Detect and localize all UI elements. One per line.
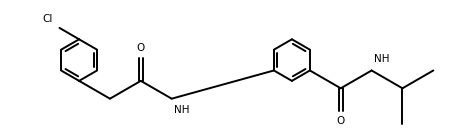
Text: Cl: Cl (42, 14, 53, 24)
Text: NH: NH (374, 54, 389, 64)
Text: O: O (137, 43, 145, 53)
Text: O: O (337, 116, 345, 126)
Text: NH: NH (174, 105, 190, 115)
